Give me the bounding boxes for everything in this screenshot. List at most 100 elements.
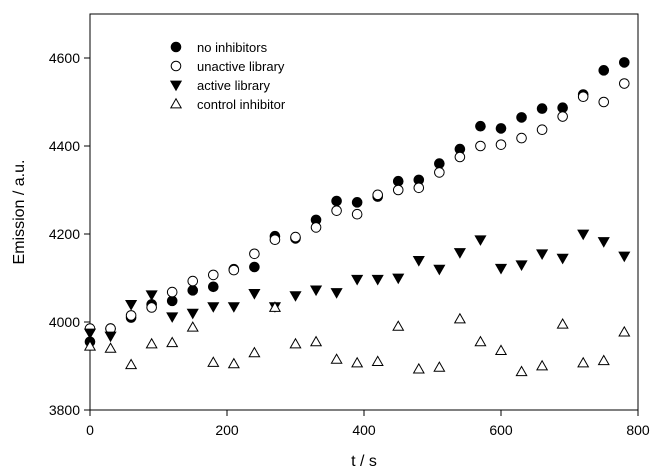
data-point <box>228 264 240 276</box>
x-axis-label: t / s <box>351 453 377 470</box>
axis-tick-labels: 0 200 400 600 800 3800 4000 4200 4400 4600 <box>49 50 650 438</box>
legend-label: active library <box>197 78 270 93</box>
data-point <box>290 231 301 243</box>
plot-frame <box>89 13 639 411</box>
data-point <box>494 344 508 355</box>
data-point <box>577 229 590 241</box>
data-point <box>331 205 342 216</box>
data-point <box>104 331 117 343</box>
x-tick-label: 200 <box>215 422 239 438</box>
y-tick-label: 4200 <box>49 226 80 242</box>
data-point <box>557 102 568 114</box>
data-point <box>577 356 590 368</box>
data-point <box>619 57 630 68</box>
data-point <box>433 264 446 276</box>
data-point <box>392 320 405 331</box>
data-point <box>536 359 549 371</box>
data-point <box>248 289 261 300</box>
data-point <box>434 158 445 169</box>
series-2 <box>83 229 631 343</box>
data-point <box>145 337 158 349</box>
legend-entry: unactive library <box>170 59 285 74</box>
data-point <box>145 290 158 301</box>
data-point <box>166 312 179 323</box>
data-point <box>166 336 179 348</box>
data-point <box>433 361 446 372</box>
data-point <box>597 354 610 366</box>
y-tick-label: 4400 <box>49 138 80 154</box>
data-point <box>515 365 528 377</box>
data-point <box>371 274 384 286</box>
data-point <box>372 189 384 201</box>
data-point <box>249 248 260 260</box>
data-point <box>289 337 302 349</box>
data-points <box>83 57 631 377</box>
series-3 <box>83 301 631 377</box>
data-point <box>187 285 199 296</box>
data-point <box>268 301 282 312</box>
data-point <box>597 237 610 248</box>
data-point <box>269 234 281 246</box>
legend-entry: no inhibitors <box>170 40 268 55</box>
data-point <box>83 339 97 351</box>
data-point <box>146 302 157 313</box>
data-point <box>619 78 630 89</box>
data-point <box>351 274 364 286</box>
data-point <box>412 362 425 374</box>
data-point <box>208 269 219 281</box>
data-point <box>330 353 343 364</box>
data-point <box>474 335 487 347</box>
data-point <box>227 357 240 369</box>
data-point <box>249 261 260 273</box>
data-point <box>475 120 486 132</box>
data-point <box>495 139 507 150</box>
legend-entry: active library <box>169 78 270 93</box>
data-point <box>309 335 323 347</box>
legend-marker <box>170 60 182 72</box>
axis-ticks <box>84 57 639 416</box>
data-point <box>207 356 220 367</box>
data-point <box>536 103 548 114</box>
data-point <box>536 249 549 261</box>
data-point <box>536 124 548 136</box>
legend: no inhibitors unactive library active libr… <box>169 40 286 112</box>
data-point <box>125 310 137 321</box>
series-1 <box>84 78 630 334</box>
data-point <box>166 286 178 298</box>
data-point <box>104 342 117 353</box>
data-point <box>351 356 364 368</box>
data-point <box>516 112 527 123</box>
legend-marker <box>170 41 182 53</box>
data-point <box>125 358 138 370</box>
data-point <box>330 288 343 299</box>
data-point <box>495 123 507 134</box>
data-point <box>556 317 569 329</box>
x-tick-label: 400 <box>352 422 376 438</box>
data-point <box>187 275 199 287</box>
y-axis-label: Emission / a.u. <box>11 160 28 265</box>
data-point <box>392 184 404 196</box>
data-point <box>371 355 384 366</box>
data-point <box>392 175 404 187</box>
data-point <box>434 167 445 178</box>
series-0 <box>84 57 630 348</box>
data-point <box>474 235 487 246</box>
data-point <box>516 132 527 144</box>
data-point <box>83 328 97 340</box>
legend-label: unactive library <box>197 59 285 74</box>
data-point <box>309 285 323 297</box>
data-point <box>618 251 631 263</box>
data-point <box>248 346 261 358</box>
data-point <box>207 302 220 313</box>
data-point <box>557 111 568 122</box>
data-point <box>598 65 610 76</box>
data-point <box>186 321 199 332</box>
data-point <box>577 91 589 103</box>
legend-label: control inhibitor <box>197 97 286 112</box>
data-point <box>475 140 486 152</box>
data-point <box>453 312 466 324</box>
data-point <box>310 222 322 233</box>
data-point <box>125 300 138 311</box>
y-tick-label: 4600 <box>49 50 80 66</box>
